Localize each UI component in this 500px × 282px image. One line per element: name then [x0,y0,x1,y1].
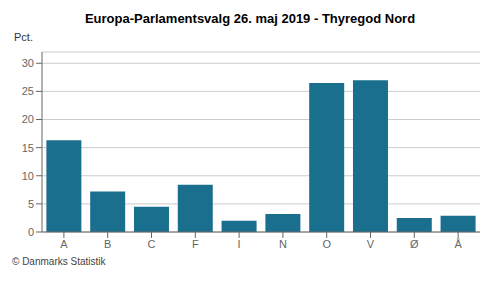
html-text:Pct.: Pct. [14,31,33,43]
svg-text:Å: Å [454,238,462,250]
svg-text:A: A [60,238,68,250]
svg-text:V: V [367,238,375,250]
svg-text:N: N [279,238,287,250]
html-text:© Danmarks Statistik: © Danmarks Statistik [12,256,106,267]
svg-text:10: 10 [22,170,34,182]
svg-text:I: I [238,238,241,250]
svg-text:20: 20 [22,113,34,125]
svg-text:25: 25 [22,85,34,97]
svg-text:C: C [148,238,156,250]
svg-text:F: F [192,238,199,250]
svg-text:30: 30 [22,57,34,69]
svg-text:15: 15 [22,142,34,154]
html-text:Europa-Parlamentsvalg 26. maj: Europa-Parlamentsvalg 26. maj 2019 - Thy… [84,11,416,26]
svg-text:5: 5 [28,198,34,210]
svg-text:O: O [322,238,331,250]
svg-text:Ø: Ø [410,238,419,250]
svg-text:B: B [104,238,111,250]
svg-text:0: 0 [28,226,34,238]
